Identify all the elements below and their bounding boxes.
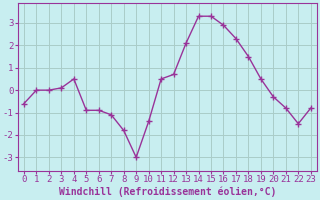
X-axis label: Windchill (Refroidissement éolien,°C): Windchill (Refroidissement éolien,°C): [59, 187, 276, 197]
